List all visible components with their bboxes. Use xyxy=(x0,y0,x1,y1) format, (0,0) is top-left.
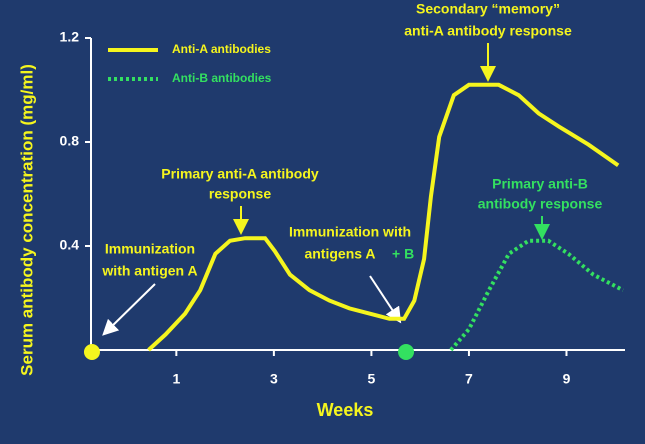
series-line xyxy=(147,82,620,352)
x-axis-label: Weeks xyxy=(317,400,374,420)
annotation: with antigen A xyxy=(101,263,197,279)
annotation: Immunization with xyxy=(289,224,411,240)
y-tick-label: 1.2 xyxy=(60,29,80,45)
arrow xyxy=(369,275,402,324)
x-tick-label: 3 xyxy=(270,371,278,387)
arrow xyxy=(102,283,156,336)
annotation: Secondary “memory” xyxy=(416,1,560,17)
x-tick-label: 7 xyxy=(465,371,473,387)
x-tick-label: 9 xyxy=(563,371,571,387)
legend-label: Anti-B antibodies xyxy=(172,71,272,85)
series-line xyxy=(449,238,624,352)
legend-label: Anti-A antibodies xyxy=(172,42,271,56)
immunization-marker xyxy=(83,344,100,360)
annotation: response xyxy=(209,186,271,202)
y-tick-label: 0.4 xyxy=(60,237,80,253)
y-axis-label: Serum antibody concentration (mg/ml) xyxy=(17,64,36,376)
annotation: Immunization xyxy=(105,241,195,257)
annotation: antigens A xyxy=(304,246,375,262)
annotation: + B xyxy=(392,246,414,262)
immunization-marker xyxy=(398,344,415,360)
annotation: anti-A antibody response xyxy=(404,23,572,39)
y-tick-label: 0.8 xyxy=(60,133,80,149)
annotation: Primary anti-A antibody xyxy=(161,166,319,182)
annotation: Primary anti-B xyxy=(492,176,588,192)
annotation: antibody response xyxy=(478,196,603,212)
x-tick-label: 5 xyxy=(368,371,376,387)
arrows xyxy=(102,43,550,336)
x-tick-label: 1 xyxy=(172,371,180,387)
